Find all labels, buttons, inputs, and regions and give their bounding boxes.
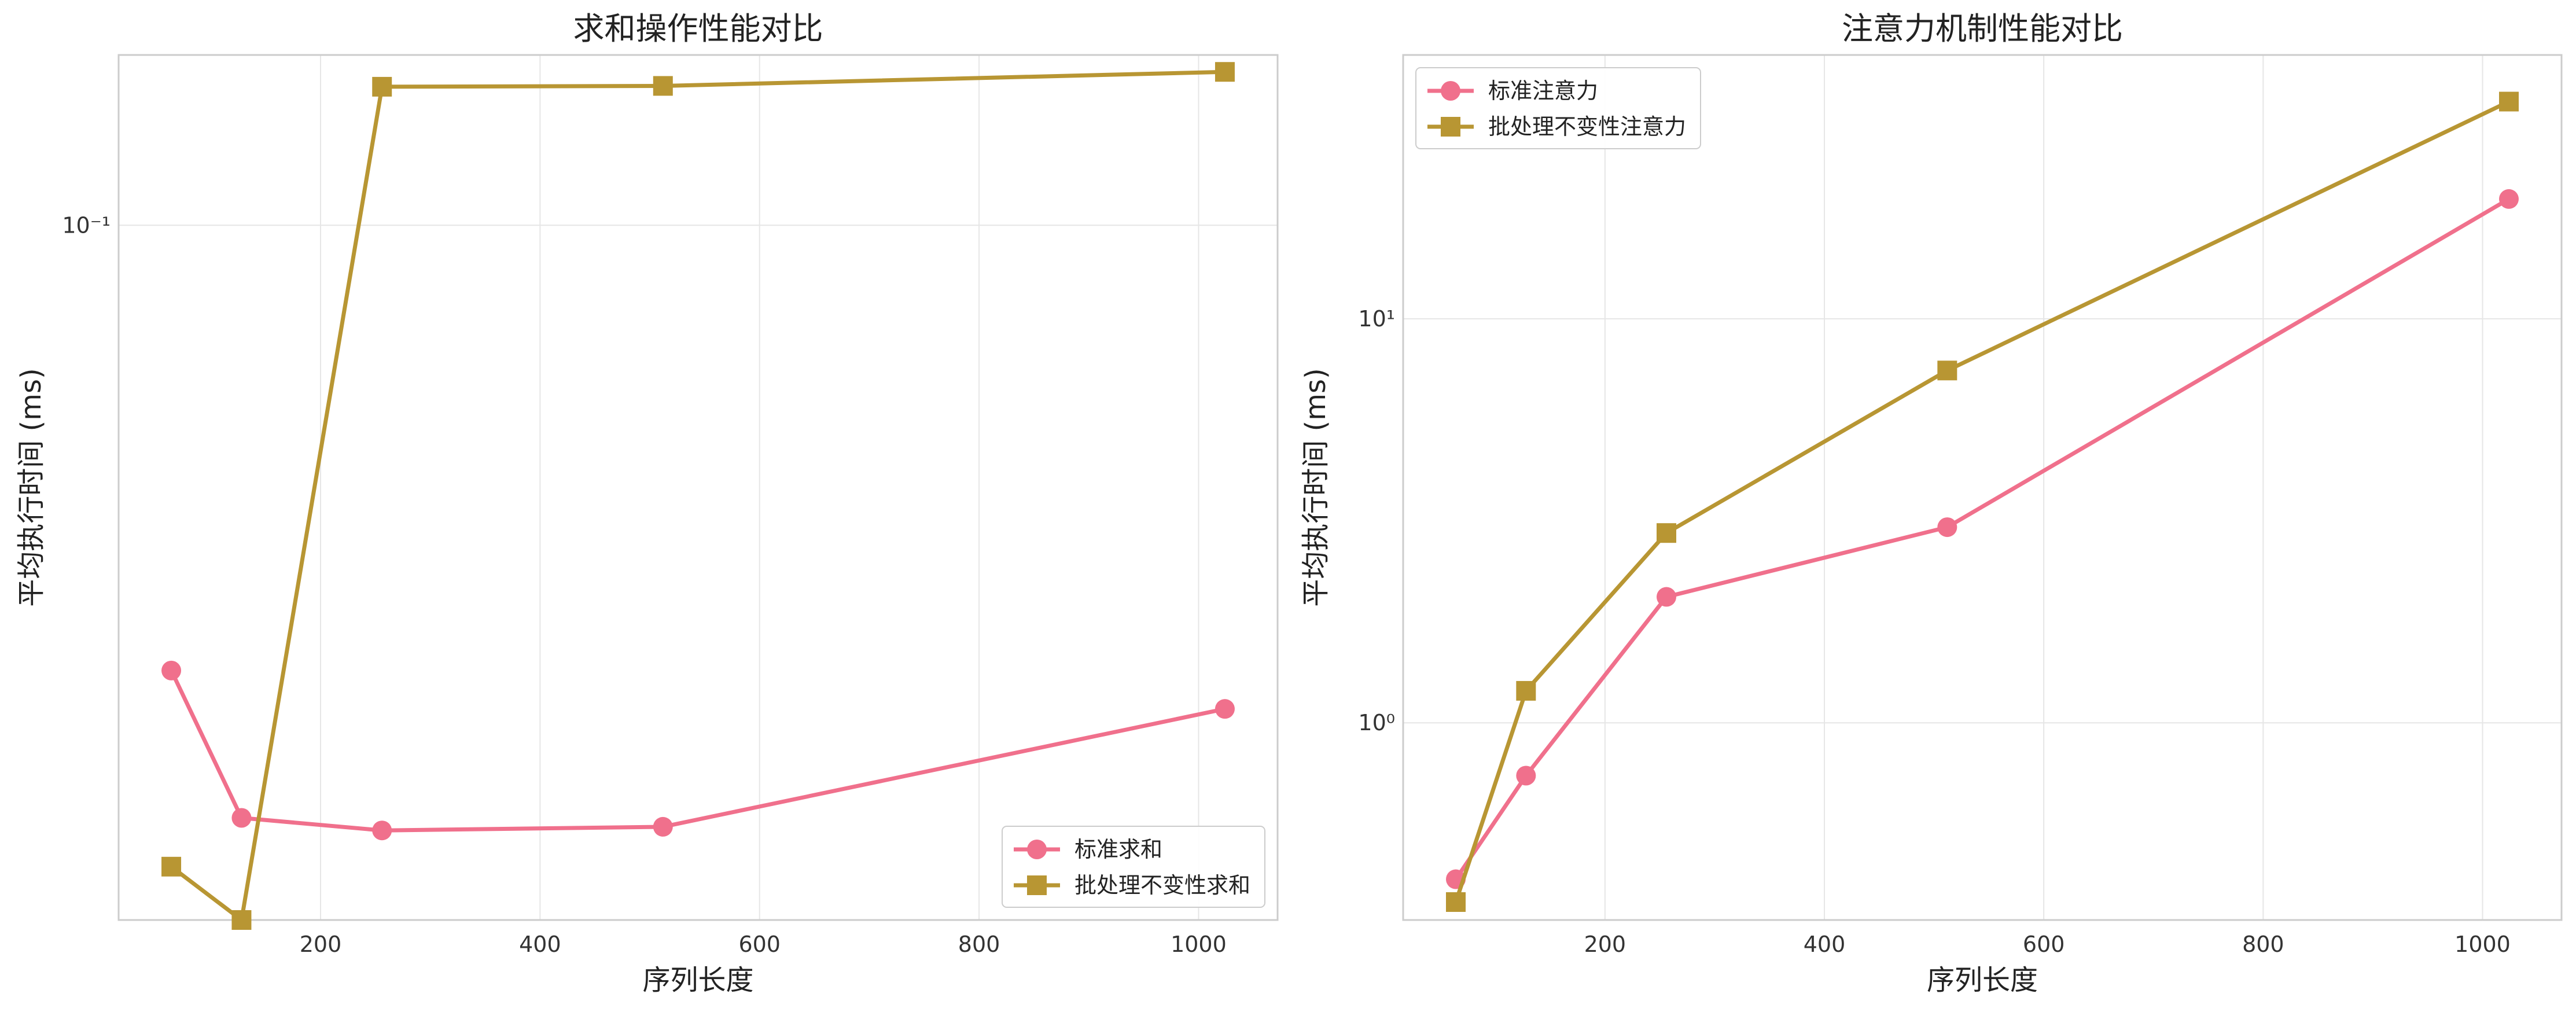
y-axis-label: 平均执行时间 (ms): [1300, 368, 1332, 606]
data-point: [2499, 189, 2519, 209]
legend-box: [1415, 67, 1701, 149]
data-point: [653, 816, 673, 837]
y-axis-label: 平均执行时间 (ms): [15, 368, 47, 606]
data-point: [1516, 766, 1536, 786]
x-tick-label: 600: [2023, 932, 2065, 957]
series-1: [161, 660, 1235, 841]
legend-label: 批处理不变性注意力: [1488, 114, 1686, 139]
data-point: [372, 820, 392, 841]
legend-entry: 标准注意力: [1427, 78, 1598, 104]
data-point: [372, 76, 392, 97]
data-point: [1215, 62, 1235, 82]
legend-label: 标准注意力: [1488, 78, 1598, 104]
chart-title: 求和操作性能对比: [573, 10, 823, 47]
data-point: [1657, 587, 1676, 607]
legend-marker: [1027, 840, 1047, 859]
plot-area: [1403, 55, 2562, 920]
legend-entry: 批处理不变性求和: [1014, 873, 1250, 898]
legend-marker: [1027, 875, 1047, 895]
data-point: [653, 76, 673, 96]
data-point: [1937, 517, 1957, 538]
data-point: [2499, 91, 2519, 112]
data-point: [1657, 523, 1676, 543]
legend-box: [1002, 826, 1265, 908]
x-axis-label: 序列长度: [642, 964, 753, 996]
legend-marker: [1441, 81, 1460, 101]
data-point: [231, 910, 252, 930]
x-tick-label: 800: [2242, 932, 2284, 957]
legend-label: 标准求和: [1074, 837, 1162, 862]
y-tick-label: 10¹: [1358, 306, 1395, 332]
legend-entry: 标准求和: [1014, 837, 1162, 862]
x-tick-label: 400: [1804, 932, 1846, 957]
y-tick-label: 10⁰: [1358, 710, 1395, 735]
chart-title: 注意力机制性能对比: [1842, 10, 2123, 47]
x-tick-label: 200: [1584, 932, 1626, 957]
y-tick-label: 10⁻¹: [62, 212, 111, 238]
data-point: [1446, 892, 1466, 912]
axes-frame: [117, 54, 1279, 921]
series-2: [161, 62, 1235, 930]
x-tick-label: 1000: [2454, 932, 2511, 957]
data-point: [161, 660, 182, 680]
x-axis-label: 序列长度: [1927, 964, 2038, 996]
data-point: [1937, 360, 1957, 381]
data-point: [161, 856, 182, 877]
x-tick-label: 400: [519, 932, 561, 957]
series-1: [1446, 189, 2519, 889]
series-2: [1446, 91, 2519, 912]
x-tick-label: 200: [300, 932, 342, 957]
x-tick-label: 1000: [1171, 932, 1227, 957]
x-tick-label: 600: [738, 932, 781, 957]
x-tick-label: 800: [958, 932, 1000, 957]
legend-entry: 批处理不变性注意力: [1427, 114, 1686, 139]
data-point: [1215, 699, 1235, 719]
axes-frame: [1402, 54, 2563, 921]
plot-area: [119, 55, 1278, 920]
data-point: [1516, 680, 1536, 701]
legend-marker: [1441, 117, 1460, 137]
legend-label: 批处理不变性求和: [1074, 873, 1250, 898]
data-point: [231, 808, 252, 828]
